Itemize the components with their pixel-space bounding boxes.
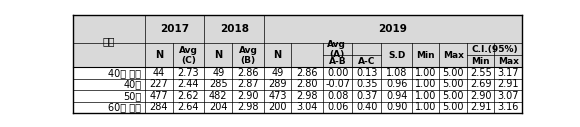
Text: 3.07: 3.07 [498,91,519,101]
Text: 0.37: 0.37 [356,91,378,101]
Text: Avg
(A): Avg (A) [327,40,346,59]
Text: 2.98: 2.98 [237,102,259,112]
Text: 3.16: 3.16 [498,102,519,112]
Text: 2.91: 2.91 [470,102,491,112]
Text: Avg
(B): Avg (B) [238,46,258,65]
Bar [72,15,522,67]
Text: N: N [274,50,282,60]
Text: A-B: A-B [329,57,347,66]
Text: 3.17: 3.17 [498,68,519,78]
Text: 1.08: 1.08 [386,68,407,78]
Text: 0.96: 0.96 [386,79,407,89]
Text: 2018: 2018 [220,24,249,34]
Text: 1.00: 1.00 [415,91,436,101]
Text: C.I.(95%): C.I.(95%) [471,45,518,54]
Text: 2.55: 2.55 [470,68,491,78]
Text: 1.00: 1.00 [415,102,436,112]
Text: S.D: S.D [388,51,405,60]
Text: 477: 477 [150,91,168,101]
Text: 49: 49 [212,68,224,78]
Text: Avg
(C): Avg (C) [179,46,198,65]
Text: 5.00: 5.00 [443,91,464,101]
Text: 1.00: 1.00 [415,79,436,89]
Text: 0.90: 0.90 [386,102,407,112]
Text: Max: Max [498,57,519,66]
Text: 482: 482 [209,91,227,101]
Text: Min: Min [472,57,490,66]
Text: 2.80: 2.80 [296,79,318,89]
Text: 0.13: 0.13 [356,68,378,78]
Text: 2017: 2017 [160,24,189,34]
Text: 2.86: 2.86 [237,68,259,78]
Text: 40세 미만: 40세 미만 [108,68,142,78]
Text: 473: 473 [269,91,287,101]
Text: 5.00: 5.00 [443,79,464,89]
Text: 0.06: 0.06 [327,102,349,112]
Text: 40대: 40대 [124,79,142,89]
Text: N: N [214,50,222,60]
Text: 1.00: 1.00 [415,68,436,78]
Text: 2.69: 2.69 [470,79,491,89]
Text: 60대 이상: 60대 이상 [108,102,142,112]
Text: 2.44: 2.44 [177,79,200,89]
Text: Min: Min [416,51,435,60]
Text: 구분: 구분 [103,36,115,46]
Text: 2.62: 2.62 [177,91,200,101]
Text: 0.08: 0.08 [327,91,349,101]
Text: -0.07: -0.07 [325,79,350,89]
Text: Max: Max [443,51,463,60]
Text: A-C: A-C [358,57,375,66]
Text: 5.00: 5.00 [443,68,464,78]
Text: 2.73: 2.73 [177,68,200,78]
Text: 2.91: 2.91 [498,79,519,89]
Text: 0.00: 0.00 [327,68,349,78]
Text: 2.98: 2.98 [296,91,318,101]
Text: 5.00: 5.00 [443,102,464,112]
Text: 0.94: 0.94 [386,91,407,101]
Text: 289: 289 [269,79,287,89]
Text: 204: 204 [209,102,227,112]
Text: 0.35: 0.35 [356,79,378,89]
Text: 3.04: 3.04 [297,102,318,112]
Text: 2.64: 2.64 [177,102,200,112]
Text: 44: 44 [153,68,165,78]
Text: 227: 227 [150,79,168,89]
Text: 0.40: 0.40 [356,102,378,112]
Text: 50대: 50대 [123,91,142,101]
Text: 49: 49 [271,68,284,78]
Text: 284: 284 [150,102,168,112]
Bar [72,67,522,113]
Text: 200: 200 [269,102,287,112]
Text: N: N [155,50,163,60]
Text: 2.90: 2.90 [470,91,491,101]
Text: 2.87: 2.87 [237,79,259,89]
Text: 2019: 2019 [379,24,407,34]
Text: 2.86: 2.86 [296,68,318,78]
Text: 2.90: 2.90 [237,91,259,101]
Text: 285: 285 [209,79,227,89]
